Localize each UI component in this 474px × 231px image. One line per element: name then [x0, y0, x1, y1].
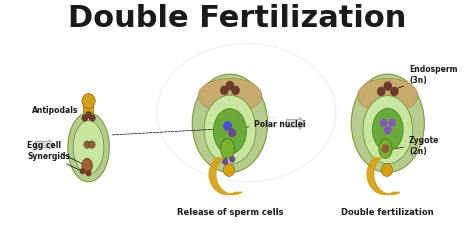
Circle shape: [86, 112, 91, 118]
Ellipse shape: [213, 109, 246, 154]
Circle shape: [82, 116, 87, 122]
Circle shape: [90, 116, 95, 122]
Text: Synergids: Synergids: [27, 151, 83, 172]
Ellipse shape: [73, 121, 104, 174]
Ellipse shape: [363, 96, 412, 164]
Circle shape: [230, 157, 235, 162]
Text: Double Fertilization: Double Fertilization: [68, 3, 406, 32]
Text: Double fertilization: Double fertilization: [341, 207, 434, 216]
Text: Antipodals: Antipodals: [32, 105, 86, 118]
Circle shape: [232, 87, 239, 95]
Circle shape: [227, 82, 234, 90]
Text: Polar nuclei: Polar nuclei: [235, 119, 306, 129]
Ellipse shape: [351, 75, 424, 173]
Circle shape: [86, 171, 91, 176]
Text: shaalaa.com: shaalaa.com: [216, 113, 277, 123]
Circle shape: [89, 141, 95, 149]
Circle shape: [381, 164, 392, 177]
Circle shape: [223, 164, 235, 177]
Text: Zygote
(2n): Zygote (2n): [394, 136, 439, 155]
Circle shape: [391, 88, 398, 96]
Circle shape: [221, 87, 228, 95]
Circle shape: [82, 94, 95, 109]
Circle shape: [381, 120, 387, 127]
Circle shape: [229, 130, 236, 137]
FancyArrow shape: [36, 140, 54, 150]
FancyArrow shape: [286, 118, 305, 130]
Text: Endosperm
(3n): Endosperm (3n): [395, 65, 457, 90]
Circle shape: [224, 122, 231, 131]
Circle shape: [84, 141, 91, 149]
Ellipse shape: [204, 96, 256, 164]
Ellipse shape: [379, 140, 392, 159]
Circle shape: [389, 120, 395, 127]
Ellipse shape: [373, 109, 403, 151]
Ellipse shape: [198, 79, 262, 113]
Ellipse shape: [68, 113, 109, 182]
Text: Egg cell: Egg cell: [27, 141, 84, 165]
Ellipse shape: [192, 75, 268, 173]
Circle shape: [385, 127, 391, 134]
Circle shape: [223, 159, 228, 164]
FancyBboxPatch shape: [83, 105, 93, 175]
Ellipse shape: [357, 79, 418, 113]
Circle shape: [384, 83, 392, 91]
Circle shape: [378, 88, 385, 96]
Ellipse shape: [220, 139, 235, 159]
Text: Release of sperm cells: Release of sperm cells: [177, 207, 283, 216]
Circle shape: [80, 169, 84, 174]
Ellipse shape: [82, 159, 92, 173]
Circle shape: [382, 146, 389, 153]
